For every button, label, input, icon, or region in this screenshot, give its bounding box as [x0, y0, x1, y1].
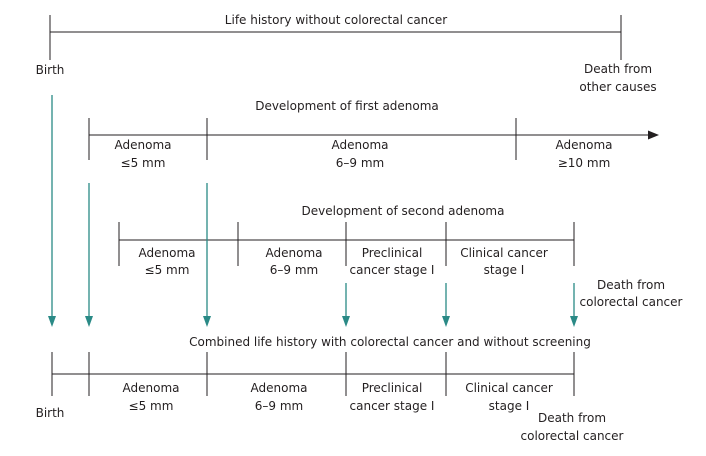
first-adenoma-stage-3-line1: Adenoma	[556, 138, 613, 152]
arrow-first-adenoma-onset-head	[85, 316, 93, 327]
combined-stage-2-line2: 6–9 mm	[255, 399, 303, 413]
second-adenoma-death-label-2: colorectal cancer	[580, 295, 683, 309]
second-adenoma-stage-2-line1: Adenoma	[266, 246, 323, 260]
arrow-preclinical-head	[342, 316, 350, 327]
death-other-causes-label-1: Death from	[584, 62, 652, 76]
birth-label-bottom: Birth	[36, 406, 65, 420]
transfer-arrows	[48, 95, 578, 327]
second-adenoma-stage-1-line1: Adenoma	[139, 246, 196, 260]
timeline-without-cancer-title: Life history without colorectal cancer	[225, 13, 447, 27]
death-other-causes-label-2: other causes	[579, 80, 656, 94]
second-adenoma-title: Development of second adenoma	[302, 204, 505, 218]
combined-stage-4-line1: Clinical cancer	[465, 381, 553, 395]
arrow-clinical-head	[442, 316, 450, 327]
second-adenoma-stage-3-line1: Preclinical	[362, 246, 423, 260]
second-adenoma-death-label-1: Death from	[597, 278, 665, 292]
combined-stage-3-line2: cancer stage I	[350, 399, 435, 413]
first-adenoma-stage-2-line1: Adenoma	[332, 138, 389, 152]
combined-stage-3-line1: Preclinical	[362, 381, 423, 395]
timeline-first-adenoma: Development of first adenoma Adenoma ≤5 …	[88, 99, 659, 170]
arrow-death-crc-head	[570, 316, 578, 327]
combined-death-label-1: Death from	[538, 411, 606, 425]
first-adenoma-stage-3-line2: ≥10 mm	[558, 156, 611, 170]
timeline-second-adenoma: Development of second adenoma Adenoma ≤5…	[118, 204, 683, 309]
second-adenoma-stage-4-line1: Clinical cancer	[460, 246, 548, 260]
combined-stage-4-line2: stage I	[489, 399, 530, 413]
timeline-combined: Combined life history with colorectal ca…	[36, 335, 624, 443]
first-adenoma-stage-1-line1: Adenoma	[115, 138, 172, 152]
timeline-without-cancer: Life history without colorectal cancer B…	[36, 13, 657, 94]
combined-stage-1-line2: ≤5 mm	[129, 399, 174, 413]
second-adenoma-stage-3-line2: cancer stage I	[350, 263, 435, 277]
first-adenoma-title: Development of first adenoma	[255, 99, 439, 113]
second-adenoma-stage-4-line2: stage I	[484, 263, 525, 277]
combined-title: Combined life history with colorectal ca…	[189, 335, 591, 349]
arrow-birth-head	[48, 316, 56, 327]
birth-label-top: Birth	[36, 63, 65, 77]
combined-death-label-2: colorectal cancer	[521, 429, 624, 443]
first-adenoma-stage-1-line2: ≤5 mm	[121, 156, 166, 170]
second-adenoma-stage-2-line2: 6–9 mm	[270, 263, 318, 277]
arrow-first-adenoma-6-9-head	[203, 316, 211, 327]
combined-stage-2-line1: Adenoma	[251, 381, 308, 395]
first-adenoma-arrowhead	[648, 130, 659, 140]
combined-stage-1-line1: Adenoma	[123, 381, 180, 395]
second-adenoma-stage-1-line2: ≤5 mm	[145, 263, 190, 277]
first-adenoma-stage-2-line2: 6–9 mm	[336, 156, 384, 170]
